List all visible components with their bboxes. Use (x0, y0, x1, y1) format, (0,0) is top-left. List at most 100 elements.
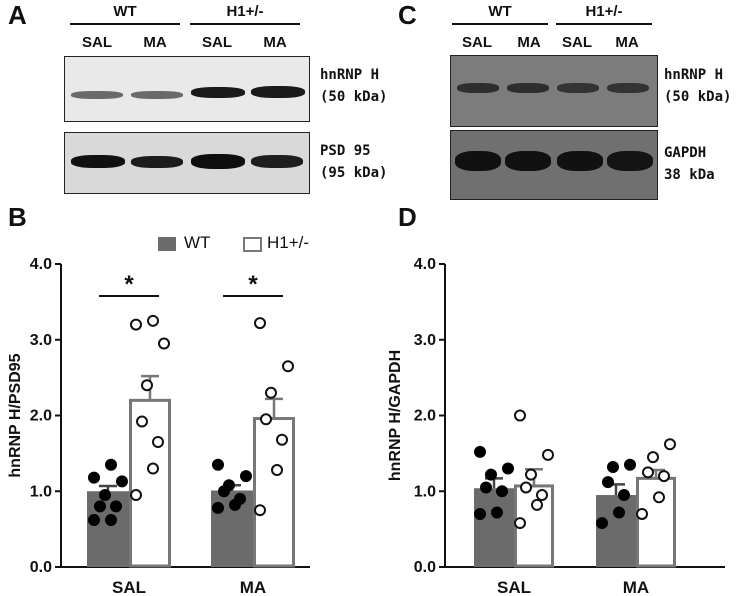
data-point (147, 462, 159, 475)
data-point (636, 507, 648, 520)
data-point (536, 489, 548, 502)
y-tick-label: 0.0 (414, 559, 436, 576)
y-tick-label: 4.0 (30, 256, 52, 273)
y-tick-label: 1.0 (414, 483, 436, 500)
group-label-h1: H1+/- (585, 3, 623, 20)
bar-wt (596, 495, 636, 567)
data-point (282, 360, 294, 373)
blot-band (71, 155, 125, 168)
data-point (664, 438, 676, 451)
x-tick-label: SAL (497, 578, 531, 596)
blot-label: PSD 95 (95 kDa) (320, 143, 388, 181)
data-point (520, 481, 532, 494)
lane-label: MA (143, 34, 167, 51)
panel-label-d: D (398, 202, 417, 232)
y-tick-label: 0.0 (30, 559, 52, 576)
group-line-h1 (190, 23, 300, 25)
data-point (531, 498, 543, 511)
data-point (474, 507, 486, 520)
bar-wt (87, 491, 129, 567)
lane-label: MA (517, 34, 541, 51)
group-line-h1 (556, 23, 652, 25)
significance-star: * (124, 271, 134, 298)
panel-label-b: B (8, 202, 27, 232)
data-point (276, 433, 288, 446)
blot-hnrnph-c (450, 55, 658, 127)
data-point (647, 451, 659, 464)
data-point (525, 468, 537, 481)
data-point (105, 514, 117, 527)
bar-h1 (129, 398, 171, 568)
blot-band (71, 91, 123, 99)
data-point (105, 458, 117, 471)
data-point (624, 458, 636, 471)
data-point (254, 317, 266, 330)
y-tick-label: 4.0 (414, 256, 436, 273)
data-point (514, 409, 526, 422)
blot-label: GAPDH 38 kDa (664, 145, 715, 183)
data-point (596, 517, 608, 530)
blot-band (505, 151, 551, 171)
lane-label: SAL (202, 34, 232, 51)
y-tick-label: 2.0 (30, 408, 52, 425)
y-tick-label: 3.0 (30, 332, 52, 349)
blot-band (455, 151, 501, 171)
data-point (88, 471, 100, 484)
data-point (212, 501, 224, 514)
x-tick-label: MA (240, 578, 266, 596)
panel-label-c: C (398, 0, 417, 30)
data-point (158, 337, 170, 350)
data-point (642, 466, 654, 479)
lane-label: MA (615, 34, 639, 51)
data-point (491, 506, 503, 519)
blot-label: hnRNP H (50 kDa) (664, 67, 732, 105)
blot-label: hnRNP H (50 kDa) (320, 67, 388, 105)
data-point (514, 517, 526, 530)
group-line-wt (70, 23, 180, 25)
data-point (502, 462, 514, 475)
data-point (613, 506, 625, 519)
lane-label: SAL (562, 34, 592, 51)
significance-star: * (248, 271, 258, 298)
data-point (234, 492, 246, 505)
legend-label-h1: H1+/- (267, 233, 310, 252)
data-point (147, 314, 159, 327)
y-tick-label: 2.0 (414, 408, 436, 425)
data-point (485, 468, 497, 481)
data-point (152, 436, 164, 449)
y-axis-label: hnRNP H/PSD95 (7, 353, 24, 477)
legend-swatch-h1 (243, 237, 262, 252)
group-line-wt (452, 23, 548, 25)
blot-band (607, 83, 649, 93)
x-tick-label: SAL (112, 578, 146, 596)
blot-band (507, 83, 549, 93)
chart-d: 0.0 1.0 2.0 3.0 4.0 hnRNP H/GAPDH SAL MA (387, 256, 725, 596)
blot-psd95-a (64, 132, 310, 194)
blot-band (557, 83, 599, 93)
lane-label: SAL (462, 34, 492, 51)
data-point (136, 415, 148, 428)
x-tick-label: MA (623, 578, 649, 596)
blot-band (191, 154, 245, 169)
legend-label-wt: WT (184, 233, 211, 252)
blot-band (131, 156, 183, 168)
y-tick-label: 3.0 (414, 332, 436, 349)
data-point (271, 464, 283, 477)
data-point (653, 491, 665, 504)
data-point (260, 413, 272, 426)
blot-band (251, 155, 303, 168)
data-point (480, 481, 492, 494)
chart-b: 0.0 1.0 2.0 3.0 4.0 hnRNP H/PSD95 SAL * MA * (7, 256, 310, 596)
data-point (99, 489, 111, 502)
data-point (496, 485, 508, 498)
data-point (607, 461, 619, 474)
data-point (474, 445, 486, 458)
data-point (130, 318, 142, 331)
data-point (542, 448, 554, 461)
panel-label-a: A (8, 0, 27, 30)
legend-swatch-wt (158, 237, 176, 251)
data-point (223, 479, 235, 492)
blot-band (191, 87, 245, 98)
data-point (618, 489, 630, 502)
lane-label: MA (263, 34, 287, 51)
